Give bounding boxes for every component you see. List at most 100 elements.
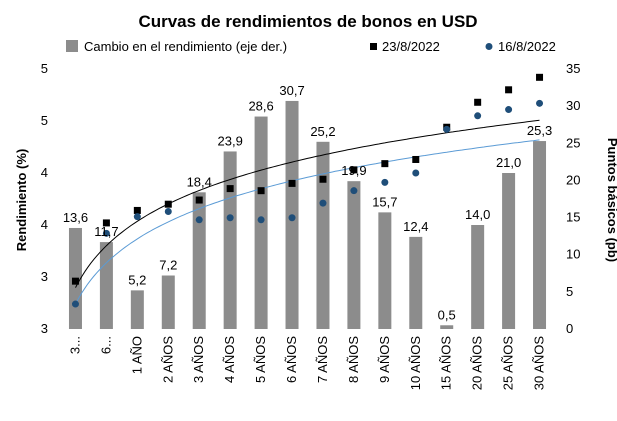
left-tick-0: 3 [41,321,48,336]
point-s1-6 [257,216,265,224]
x-tick-5: 4 AÑOS [222,336,237,383]
bar-9 [347,181,361,329]
bar-1 [99,242,113,329]
point-s0-6 [257,187,265,195]
point-s0-1 [102,219,110,227]
left-tick-2: 4 [41,217,48,232]
trendlines-group [75,119,540,305]
point-s0-8 [319,175,327,183]
point-s0-9 [350,166,358,174]
point-s1-7 [288,214,296,222]
bar-data-label-8: 25,2 [310,124,335,139]
point-s0-3 [164,200,172,208]
right-tick-1: 5 [566,284,573,299]
x-tick-2: 1 AÑO [129,336,144,374]
x-tick-9: 8 AÑOS [346,336,361,383]
right-axis-ticks: 0 5 10 15 20 25 30 35 [566,61,580,336]
x-tick-15: 30 AÑOS [532,336,547,391]
bar-13 [471,225,485,329]
right-tick-7: 35 [566,61,580,76]
right-tick-5: 25 [566,135,580,150]
trendline-0 [75,119,540,288]
x-tick-4: 3 AÑOS [191,336,206,383]
points-group [71,73,544,308]
bar-4 [192,192,206,329]
point-s1-11 [412,169,420,177]
legend-label-series-1: 23/8/2022 [382,39,440,54]
x-tick-6: 5 AÑOS [253,336,268,383]
bar-data-label-2: 5,2 [128,272,146,287]
point-s0-7 [288,179,296,187]
legend-label-bar: Cambio en el rendimiento (eje der.) [84,39,287,54]
x-tick-10: 9 AÑOS [377,336,392,383]
left-axis-ticks: 3 3 4 4 5 5 [41,61,48,336]
point-s1-0 [71,300,79,308]
bar-10 [378,212,392,329]
point-s1-8 [319,199,327,207]
bar-data-label-11: 12,4 [403,219,428,234]
x-tick-0: 3... [67,336,82,354]
bar-data-label-1: 11,7 [94,224,118,239]
point-s0-13 [474,98,482,106]
point-s0-5 [226,185,234,193]
point-s1-15 [536,99,544,107]
bar-data-label-10: 15,7 [372,194,397,209]
point-s1-10 [381,178,389,186]
x-tick-12: 15 AÑOS [439,336,454,391]
legend-swatch-bar [66,40,78,52]
x-tick-8: 7 AÑOS [315,336,330,383]
right-axis-title: Puntos básicos (pb) [605,138,617,262]
right-tick-4: 20 [566,172,580,187]
legend-marker-square [370,43,377,50]
bar-12 [440,325,454,329]
bar-data-label-5: 23,9 [218,133,243,148]
bar-14 [502,173,516,329]
legend-marker-circle [485,43,493,50]
x-tick-7: 6 AÑOS [284,336,299,383]
bar-8 [316,141,330,329]
point-s1-14 [505,106,513,114]
bar-data-label-12: 0,5 [438,307,456,322]
point-s1-5 [226,214,234,222]
bar-2 [130,290,144,329]
x-tick-13: 20 AÑOS [470,336,485,391]
left-tick-5: 5 [41,61,48,76]
point-s0-2 [133,206,141,214]
bar-data-label-15: 25,3 [527,123,552,138]
bar-data-label-13: 14,0 [465,207,490,222]
point-s0-11 [412,155,420,163]
point-s1-4 [195,216,203,224]
point-s0-10 [381,160,389,168]
left-tick-1: 3 [41,269,48,284]
x-tick-11: 10 AÑOS [408,336,423,391]
right-tick-0: 0 [566,321,573,336]
point-s1-1 [102,229,110,237]
bar-data-label-7: 30,7 [279,83,304,98]
point-s0-15 [536,73,544,81]
bar-15 [533,141,547,329]
bar-data-label-14: 21,0 [496,155,521,170]
point-s1-9 [350,187,358,195]
right-tick-3: 15 [566,210,580,225]
bar-data-label-3: 7,2 [159,258,177,273]
point-s1-12 [443,125,451,133]
right-tick-6: 30 [566,98,580,113]
left-tick-3: 4 [41,165,48,180]
bar-11 [409,236,423,329]
bar-3 [161,275,175,329]
point-s1-2 [133,213,141,221]
bar-labels-group: 13,6 11,7 5,2 7,2 18,4 23,9 28,6 30,7 25,2 19,9 15… [63,83,552,322]
trendline-1 [75,139,540,305]
point-s0-14 [505,86,513,94]
right-tick-2: 10 [566,247,580,262]
legend: Cambio en el rendimiento (eje der.) 23/8… [66,39,556,54]
point-s0-4 [195,196,203,204]
bar-data-label-0: 13,6 [63,210,88,225]
x-axis-ticks: 3... 6... 1 AÑO 2 AÑOS 3 AÑOS 4 AÑOS 5 AÑOS 6 A… [67,336,546,391]
bar-data-label-4: 18,4 [187,174,212,189]
bar-5 [223,151,237,329]
point-s0-0 [71,277,79,285]
bar-data-label-6: 28,6 [248,99,273,114]
bar-data-label-9: 19,9 [341,163,366,178]
